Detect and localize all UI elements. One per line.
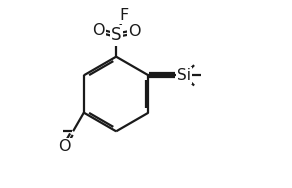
Text: O: O <box>58 139 70 154</box>
Text: F: F <box>119 8 128 23</box>
Text: Si: Si <box>177 68 191 83</box>
Text: S: S <box>111 26 121 44</box>
Text: O: O <box>92 23 105 38</box>
Text: O: O <box>128 24 141 39</box>
